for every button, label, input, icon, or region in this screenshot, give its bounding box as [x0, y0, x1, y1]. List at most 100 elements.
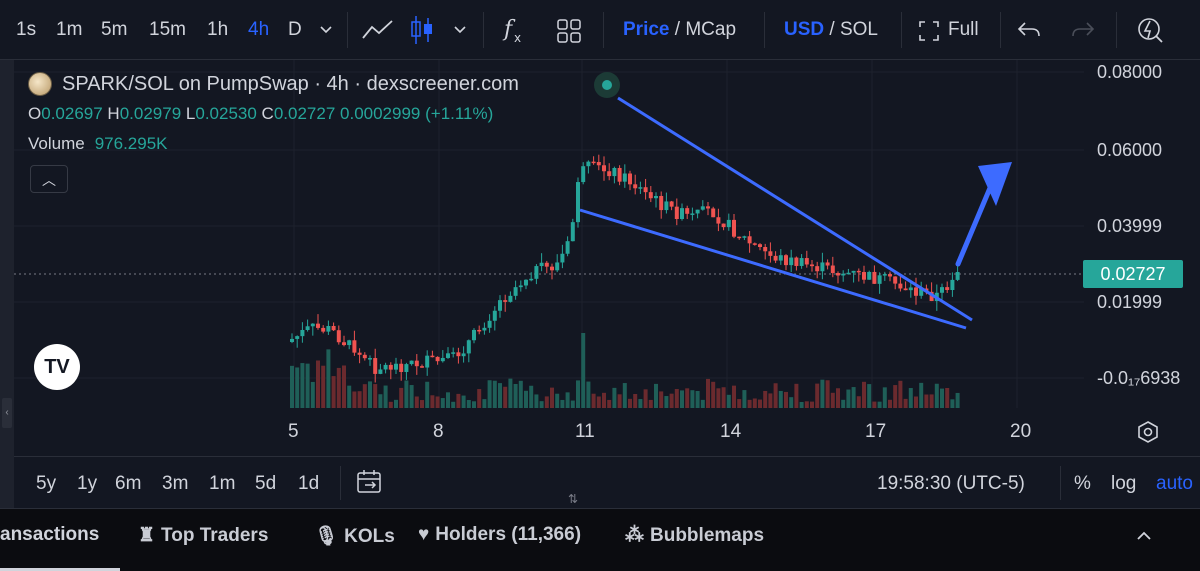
candle-body	[305, 326, 310, 330]
volume-bar	[654, 383, 658, 408]
interval-1m[interactable]: 1m	[56, 19, 83, 40]
candle-body	[586, 161, 591, 167]
candle-body	[882, 274, 887, 276]
tab-holders[interactable]: ♥ Holders (11,366)	[418, 524, 581, 546]
volume-bar	[539, 401, 544, 408]
currency-toggle[interactable]: USD / SOL	[784, 18, 878, 42]
candle-body	[877, 275, 882, 284]
chart-type-dropdown-chevron-icon[interactable]	[452, 22, 468, 38]
candle-body	[524, 279, 528, 286]
volume-bar	[451, 401, 456, 408]
volume-bar	[669, 393, 674, 408]
line-chart-icon[interactable]	[361, 16, 395, 44]
tab-top-traders[interactable]: ♜ Top Traders	[138, 524, 268, 547]
tab-label: Holders (11,366)	[435, 524, 582, 545]
price-mcap-toggle[interactable]: Price / MCap	[623, 18, 736, 42]
candle-body	[368, 358, 372, 360]
volume-bar	[908, 388, 913, 408]
candle-body	[690, 213, 695, 215]
interval-1h[interactable]: 1h	[207, 19, 229, 40]
candle-body	[674, 206, 679, 220]
volume-bars	[290, 333, 960, 408]
sol-option[interactable]: / SOL	[829, 19, 878, 40]
volume-bar	[347, 385, 352, 408]
candle-body	[742, 236, 747, 238]
tab-bubblemaps[interactable]: ⁂ Bubblemaps	[625, 524, 764, 547]
volume-bar	[560, 399, 565, 408]
candles-icon[interactable]	[410, 14, 434, 46]
collapse-legend-button[interactable]: ︿	[30, 165, 68, 193]
axis-settings-gear-icon[interactable]	[1136, 420, 1160, 444]
range-5y[interactable]: 5y	[36, 473, 57, 494]
volume-bar	[664, 396, 669, 408]
price-option[interactable]: Price	[623, 19, 670, 40]
candle-body	[456, 352, 461, 357]
open-value: 0.02697	[41, 104, 103, 123]
volume-label: Volume	[28, 134, 85, 153]
range-6m[interactable]: 6m	[115, 473, 142, 494]
ohlc-readout: O0.02697 H0.02979 L0.02530 C0.02727 0.00…	[28, 104, 493, 124]
tabs-collapse-chevron-icon[interactable]	[1134, 526, 1154, 546]
redo-icon[interactable]	[1070, 20, 1096, 40]
candle-body	[596, 162, 601, 166]
auto-scale-toggle[interactable]: auto	[1156, 473, 1193, 494]
range-1m[interactable]: 1m	[209, 473, 236, 494]
volume-bar	[409, 385, 414, 408]
candle-body	[310, 323, 315, 327]
price-axis-label: 0.01999	[1097, 292, 1163, 312]
candle-body	[414, 360, 419, 367]
volume-bar	[362, 384, 367, 408]
range-1d[interactable]: 1d	[298, 473, 320, 494]
volume-bar	[518, 380, 523, 408]
interval-1s[interactable]: 1s	[16, 19, 37, 40]
volume-bar	[612, 387, 617, 408]
range-5d[interactable]: 5d	[255, 473, 277, 494]
volume-bar	[758, 399, 762, 408]
undo-icon[interactable]	[1016, 20, 1042, 40]
volume-bar	[690, 390, 695, 408]
candle-body	[841, 273, 846, 276]
fullscreen-icon[interactable]	[918, 20, 940, 42]
timezone-clock[interactable]: 19:58:30 (UTC-5)	[877, 473, 1025, 494]
interval-dropdown-chevron-icon[interactable]	[318, 22, 334, 38]
candle-body	[680, 208, 684, 220]
volume-bar	[472, 401, 476, 408]
interval-d[interactable]: D	[288, 19, 302, 40]
volume-bar	[570, 400, 575, 408]
volume-bar	[352, 391, 357, 408]
volume-bar	[596, 396, 601, 408]
volume-bar	[726, 394, 731, 408]
layout-grid-icon[interactable]	[556, 18, 582, 44]
tab-transactions[interactable]: ansactions	[0, 524, 99, 546]
fullscreen-button[interactable]: Full	[948, 19, 979, 40]
interval-5m[interactable]: 5m	[101, 19, 128, 40]
volume-bar	[388, 401, 393, 408]
volume-bar	[477, 389, 482, 408]
candle-body	[830, 265, 835, 274]
chart-area[interactable]	[14, 60, 1200, 456]
usd-option[interactable]: USD	[784, 19, 825, 40]
candle-body	[628, 173, 632, 185]
range-3m[interactable]: 3m	[162, 473, 189, 494]
high-key: H	[107, 104, 120, 123]
snapshot-icon[interactable]	[1136, 15, 1164, 45]
range-1y[interactable]: 1y	[77, 473, 98, 494]
chart-canvas[interactable]	[14, 60, 1084, 408]
candle-body	[513, 287, 518, 296]
toolbar-divider	[1000, 12, 1001, 48]
percent-scale-toggle[interactable]: %	[1074, 473, 1091, 494]
log-scale-toggle[interactable]: log	[1111, 473, 1137, 494]
candle-body	[664, 201, 669, 211]
interval-4h[interactable]: 4h	[248, 19, 270, 40]
tab-kols[interactable]: 🎙 KOLs	[314, 524, 395, 548]
go-to-date-calendar-icon[interactable]	[355, 468, 385, 496]
mcap-option[interactable]: / MCap	[674, 19, 737, 40]
candle-body	[425, 355, 430, 368]
candle-body	[945, 287, 950, 291]
panel-resize-handle[interactable]: ⇅	[567, 492, 579, 506]
volume-bar	[581, 333, 586, 408]
interval-15m[interactable]: 15m	[149, 19, 186, 40]
tradingview-logo[interactable]: TV	[34, 344, 80, 390]
expand-panel-chevron-icon[interactable]: ‹	[2, 398, 12, 428]
